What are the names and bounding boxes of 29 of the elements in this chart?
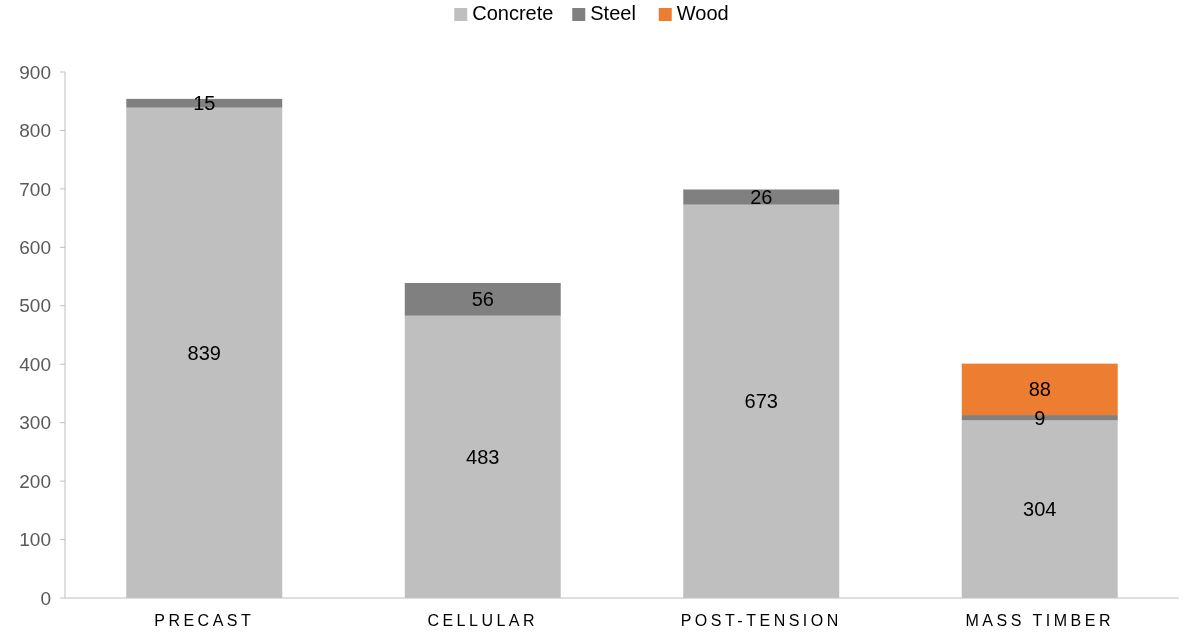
bar bbox=[126, 98, 283, 108]
y-tick-label: 100 bbox=[19, 529, 51, 551]
data-label: 839 bbox=[187, 341, 221, 364]
x-tick-label: CELLULAR bbox=[427, 612, 539, 629]
data-label: 9 bbox=[1034, 406, 1046, 429]
data-label: 56 bbox=[471, 288, 494, 311]
y-tick-label: 800 bbox=[19, 120, 51, 142]
x-tick-label: PRECAST bbox=[154, 612, 255, 629]
y-tick-label: 200 bbox=[19, 470, 51, 492]
data-label: 304 bbox=[1023, 498, 1057, 521]
y-tick-label: 400 bbox=[19, 353, 51, 375]
y-tick-label: 600 bbox=[19, 236, 51, 258]
y-tick-label: 300 bbox=[19, 412, 51, 434]
y-tick-label: 900 bbox=[19, 61, 51, 83]
legend-label: Steel bbox=[590, 2, 636, 24]
x-tick-label: POST-TENSION bbox=[680, 612, 842, 629]
data-label: 15 bbox=[193, 92, 216, 115]
bar bbox=[683, 189, 840, 205]
y-tick-label: 700 bbox=[19, 178, 51, 200]
data-label: 673 bbox=[744, 390, 778, 413]
data-label: 26 bbox=[750, 186, 773, 209]
x-tick-label: MASS TIMBER bbox=[965, 612, 1114, 629]
y-tick-label: 500 bbox=[19, 295, 51, 317]
data-label: 88 bbox=[1028, 378, 1051, 401]
y-tick-label: 0 bbox=[40, 587, 51, 609]
legend-label: Concrete bbox=[472, 2, 554, 24]
bar bbox=[404, 282, 561, 316]
data-label: 483 bbox=[466, 445, 500, 468]
legend-label: Wood bbox=[676, 2, 729, 24]
